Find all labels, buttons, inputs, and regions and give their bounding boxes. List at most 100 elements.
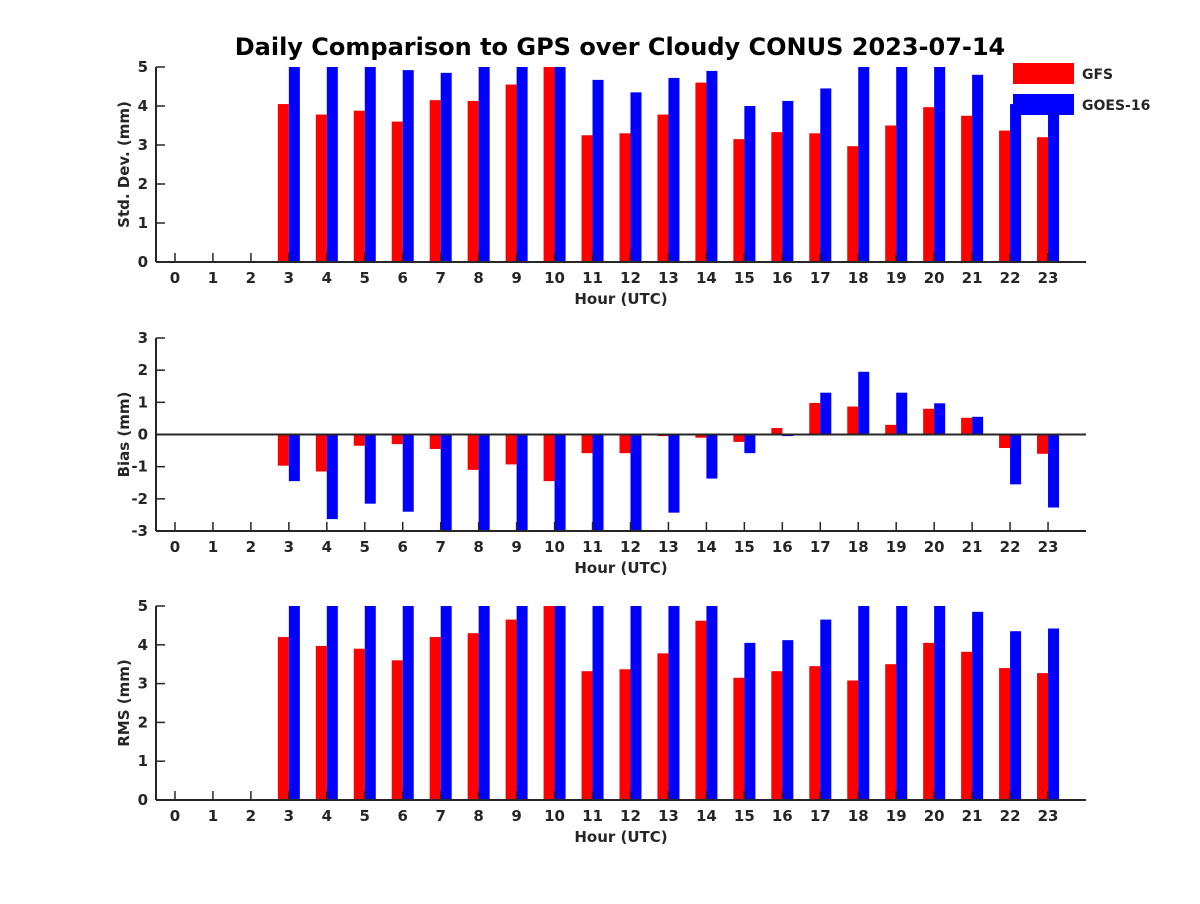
x-tick-label-panel3: 18 bbox=[848, 807, 869, 825]
bar-goes16-panel3-h18 bbox=[858, 606, 870, 800]
bar-goes16-panel3-h12 bbox=[630, 606, 642, 800]
x-tick-label-panel2: 8 bbox=[473, 538, 483, 556]
bar-goes16-panel1-h13 bbox=[668, 77, 680, 262]
bar-gfs-panel3-h23 bbox=[1037, 673, 1049, 800]
bar-gfs-panel2-h9 bbox=[505, 434, 517, 465]
x-tick-label-panel3: 3 bbox=[284, 807, 294, 825]
bar-gfs-panel2-h10 bbox=[543, 434, 555, 482]
x-tick-label-panel2: 11 bbox=[582, 538, 603, 556]
bar-gfs-panel1-h18 bbox=[847, 146, 859, 262]
bar-goes16-panel1-h6 bbox=[402, 70, 414, 263]
bar-gfs-panel3-h17 bbox=[809, 666, 821, 800]
bar-goes16-panel3-h22 bbox=[1010, 631, 1022, 800]
bar-gfs-panel3-h11 bbox=[581, 671, 593, 800]
bar-gfs-panel3-h3 bbox=[277, 637, 289, 800]
x-tick-label-panel1: 15 bbox=[734, 269, 755, 287]
bar-gfs-panel3-h7 bbox=[429, 637, 441, 800]
y-tick-label-panel2: 1 bbox=[138, 393, 148, 411]
bar-goes16-panel1-h17 bbox=[820, 88, 832, 262]
bar-goes16-panel2-h10 bbox=[554, 434, 566, 531]
x-tick-label-panel1: 16 bbox=[772, 269, 793, 287]
bar-goes16-panel3-h9 bbox=[516, 606, 528, 800]
x-tick-label-panel3: 21 bbox=[962, 807, 983, 825]
x-tick-label-panel3: 9 bbox=[511, 807, 521, 825]
bar-gfs-panel1-h8 bbox=[467, 100, 479, 263]
y-tick-label-panel1: 5 bbox=[138, 58, 148, 76]
x-tick-label-panel3: 14 bbox=[696, 807, 717, 825]
y-tick-label-panel2: 2 bbox=[138, 361, 148, 379]
bar-gfs-panel3-h13 bbox=[657, 653, 669, 800]
bar-gfs-panel1-h19 bbox=[885, 125, 897, 262]
x-tick-label-panel2: 17 bbox=[810, 538, 831, 556]
bar-goes16-panel3-h17 bbox=[820, 619, 832, 800]
x-tick-label-panel3: 5 bbox=[360, 807, 370, 825]
bar-goes16-panel1-h19 bbox=[896, 67, 908, 262]
x-tick-label-panel1: 0 bbox=[170, 269, 180, 287]
bar-goes16-panel2-h19 bbox=[896, 392, 908, 435]
x-tick-label-panel1: 22 bbox=[1000, 269, 1021, 287]
bar-goes16-panel1-h7 bbox=[440, 72, 452, 262]
bar-gfs-panel3-h5 bbox=[353, 648, 365, 800]
bar-gfs-panel1-h23 bbox=[1037, 137, 1049, 262]
bar-gfs-panel1-h15 bbox=[733, 139, 745, 262]
x-tick-label-panel1: 12 bbox=[620, 269, 641, 287]
x-tick-label-panel1: 14 bbox=[696, 269, 717, 287]
bar-goes16-panel2-h18 bbox=[858, 371, 870, 435]
bar-gfs-panel1-h7 bbox=[429, 100, 441, 263]
bar-goes16-panel1-h5 bbox=[364, 67, 376, 262]
bar-gfs-panel3-h21 bbox=[961, 651, 973, 800]
x-tick-label-panel1: 11 bbox=[582, 269, 603, 287]
bar-goes16-panel3-h20 bbox=[934, 606, 946, 800]
bar-goes16-panel2-h7 bbox=[440, 434, 452, 531]
y-tick-label-panel2: 0 bbox=[138, 426, 148, 444]
y-tick-label-panel1: 4 bbox=[138, 97, 148, 115]
x-tick-label-panel3: 7 bbox=[435, 807, 445, 825]
bar-goes16-panel1-h12 bbox=[630, 92, 642, 262]
bar-goes16-panel1-h20 bbox=[934, 67, 946, 262]
y-tick-label-panel1: 0 bbox=[138, 253, 148, 271]
bar-goes16-panel3-h8 bbox=[478, 606, 490, 800]
bar-goes16-panel3-h10 bbox=[554, 606, 566, 800]
chart-title: Daily Comparison to GPS over Cloudy CONU… bbox=[235, 33, 1006, 61]
bar-goes16-panel2-h21 bbox=[972, 416, 984, 435]
bar-goes16-panel1-h16 bbox=[782, 100, 794, 263]
y-tick-label-panel2: -3 bbox=[131, 522, 148, 540]
bar-gfs-panel1-h14 bbox=[695, 82, 707, 262]
x-tick-label-panel2: 21 bbox=[962, 538, 983, 556]
y-tick-label-panel2: -2 bbox=[131, 490, 148, 508]
bar-gfs-panel2-h21 bbox=[961, 417, 973, 435]
y-axis-label-panel3: RMS (mm) bbox=[115, 659, 133, 746]
bar-goes16-panel1-h3 bbox=[288, 67, 300, 262]
x-tick-label-panel2: 23 bbox=[1038, 538, 1059, 556]
bar-gfs-panel2-h5 bbox=[353, 434, 365, 446]
bar-goes16-panel2-h23 bbox=[1048, 434, 1060, 508]
x-tick-label-panel3: 2 bbox=[246, 807, 256, 825]
y-tick-label-panel1: 2 bbox=[138, 175, 148, 193]
legend-label-goes16: GOES-16 bbox=[1082, 98, 1150, 114]
bar-goes16-panel1-h14 bbox=[706, 70, 718, 263]
x-tick-label-panel2: 7 bbox=[435, 538, 445, 556]
bar-gfs-panel3-h22 bbox=[999, 668, 1011, 800]
bar-goes16-panel1-h21 bbox=[972, 74, 984, 262]
x-tick-label-panel3: 6 bbox=[398, 807, 408, 825]
bar-gfs-panel1-h16 bbox=[771, 132, 783, 262]
x-tick-label-panel2: 3 bbox=[284, 538, 294, 556]
x-tick-label-panel3: 23 bbox=[1038, 807, 1059, 825]
x-tick-label-panel3: 20 bbox=[924, 807, 945, 825]
x-axis-label-panel3: Hour (UTC) bbox=[574, 828, 667, 846]
bar-gfs-panel2-h19 bbox=[885, 424, 897, 435]
bar-gfs-panel1-h21 bbox=[961, 115, 973, 262]
x-axis-label-panel1: Hour (UTC) bbox=[574, 290, 667, 308]
y-tick-label-panel3: 1 bbox=[138, 752, 148, 770]
x-tick-label-panel1: 18 bbox=[848, 269, 869, 287]
bar-gfs-panel1-h9 bbox=[505, 84, 517, 262]
x-tick-label-panel3: 4 bbox=[322, 807, 332, 825]
bar-gfs-panel2-h4 bbox=[315, 434, 327, 472]
y-axis-label-panel2: Bias (mm) bbox=[115, 392, 133, 478]
bar-goes16-panel3-h16 bbox=[782, 640, 794, 800]
x-tick-label-panel2: 10 bbox=[544, 538, 565, 556]
bar-gfs-panel3-h6 bbox=[391, 660, 403, 800]
bar-goes16-panel3-h3 bbox=[288, 606, 300, 800]
bar-goes16-panel3-h5 bbox=[364, 606, 376, 800]
